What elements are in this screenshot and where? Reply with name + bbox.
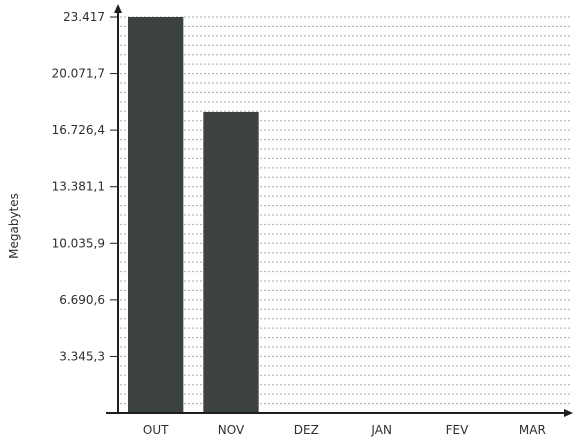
bars — [128, 17, 259, 414]
bar-out — [128, 17, 184, 413]
y-tick-label: 20.071,7 — [52, 67, 105, 81]
y-tick-label: 16.726,4 — [52, 123, 105, 137]
x-tick-label-out: OUT — [143, 423, 169, 437]
y-tick-label: 3.345,3 — [59, 349, 105, 363]
y-axis-title: Megabytes — [7, 193, 21, 259]
y-tick-label: 6.690,6 — [59, 293, 105, 307]
x-tick-label-jan: JAN — [370, 423, 392, 437]
x-tick-label-dez: DEZ — [294, 423, 319, 437]
y-tick-labels: 3.345,3 6.690,6 10.035,9 13.381,1 16.726,4 20… — [52, 10, 105, 363]
x-tick-label-fev: FEV — [446, 423, 469, 437]
x-tick-label-mar: MAR — [519, 423, 546, 437]
x-tick-labels: OUT NOV DEZ JAN FEV MAR — [143, 423, 546, 437]
y-tick-label: 23.417 — [63, 10, 105, 24]
grid-lines — [120, 16, 570, 405]
y-axis-arrow — [114, 4, 122, 13]
x-axis-arrow — [564, 409, 573, 417]
y-tick-label: 13.381,1 — [52, 180, 105, 194]
axes — [106, 4, 573, 417]
y-tick-label: 10.035,9 — [52, 236, 105, 250]
x-tick-label-nov: NOV — [218, 423, 245, 437]
bar-nov — [203, 111, 259, 414]
